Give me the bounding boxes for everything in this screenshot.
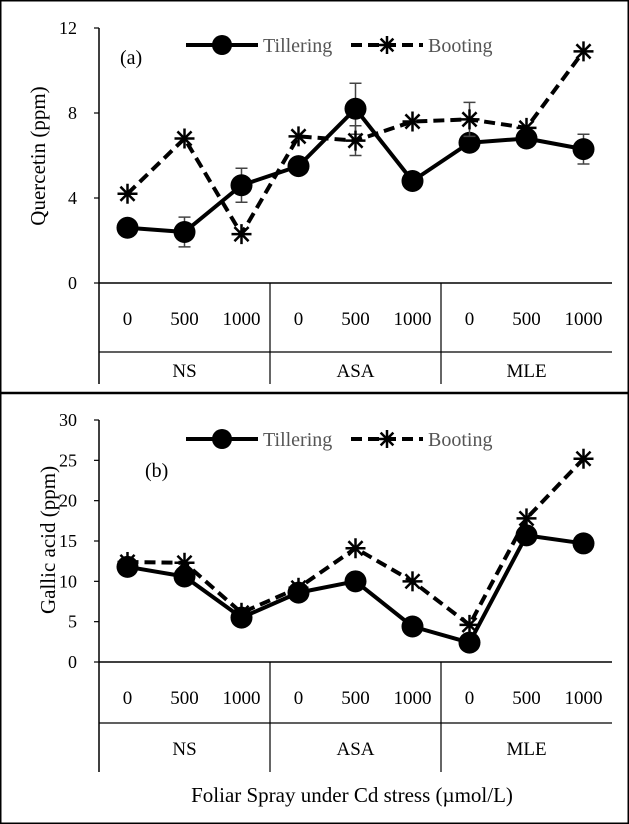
legend-marker <box>212 35 232 55</box>
data-point-booting <box>345 538 366 559</box>
panel-a-quercetin-chart: 0 4 8 12 Quercetin (ppm) 0 500 1000 0 500 1000 0 500… <box>26 18 612 384</box>
group-label: ASA <box>336 739 374 760</box>
data-point-booting <box>516 508 537 529</box>
data-point-booting <box>288 577 309 598</box>
y-tick-label: 30 <box>59 410 77 430</box>
legend-marker <box>378 36 396 54</box>
data-point-booting <box>174 128 195 149</box>
x-tick-label: 0 <box>123 688 133 709</box>
data-point-booting <box>231 602 252 623</box>
data-point-tillering <box>572 532 595 555</box>
data-point-booting <box>402 571 423 592</box>
data-point-booting <box>288 126 309 147</box>
data-point-booting <box>174 552 195 573</box>
data-point-tillering <box>116 216 139 239</box>
group-label: NS <box>172 739 196 760</box>
data-point-tillering <box>344 570 367 593</box>
data-point-booting <box>516 117 537 138</box>
y-tick-label: 10 <box>59 571 77 591</box>
x-tick-label: 500 <box>341 688 370 709</box>
data-point-booting <box>573 41 594 62</box>
x-tick-label: 0 <box>294 688 304 709</box>
data-point-tillering <box>230 174 253 197</box>
data-point-tillering <box>401 615 424 638</box>
y-tick-label: 20 <box>59 491 77 511</box>
x-tick-label: 1000 <box>565 688 603 709</box>
x-tick-label: 1000 <box>565 309 603 330</box>
legend-entry: Booting <box>428 35 492 57</box>
data-point-booting <box>117 183 138 204</box>
data-point-booting <box>573 448 594 469</box>
y-tick-label: 8 <box>68 103 77 123</box>
y-tick-label: 0 <box>68 273 77 293</box>
x-tick-label: 500 <box>512 688 541 709</box>
data-point-tillering <box>344 97 367 120</box>
panel-label: (a) <box>120 47 142 69</box>
x-axis-label: Foliar Spray under Cd stress (µmol/L) <box>191 783 513 807</box>
data-point-booting <box>459 109 480 130</box>
panel-label: (b) <box>145 460 168 482</box>
y-tick-label: 0 <box>68 652 77 672</box>
data-point-booting <box>231 224 252 245</box>
data-point-booting <box>117 551 138 572</box>
group-label: NS <box>172 361 196 382</box>
x-tick-label: 500 <box>512 309 541 330</box>
data-point-booting <box>459 614 480 635</box>
y-tick-label: 5 <box>68 612 77 632</box>
y-tick-label: 25 <box>59 450 77 470</box>
data-point-tillering <box>287 155 310 178</box>
x-tick-label: 500 <box>170 688 199 709</box>
y-tick-label: 4 <box>68 188 77 208</box>
data-point-tillering <box>458 131 481 154</box>
y-tick-label: 15 <box>59 531 77 551</box>
legend: Tillering Booting <box>186 429 492 451</box>
x-tick-label: 500 <box>341 309 370 330</box>
legend-entry: Tillering <box>263 35 332 57</box>
x-tick-label: 1000 <box>394 688 432 709</box>
data-point-tillering <box>401 170 424 192</box>
x-tick-label: 0 <box>465 309 475 330</box>
legend-entry: Booting <box>428 429 492 451</box>
group-label: MLE <box>506 361 546 382</box>
data-point-booting <box>402 111 423 132</box>
legend-marker <box>378 430 396 448</box>
y-axis-label: Gallic acid (ppm) <box>36 466 60 614</box>
group-label: ASA <box>336 361 374 382</box>
group-label: MLE <box>506 739 546 760</box>
legend-marker <box>212 429 232 449</box>
y-axis-label: Quercetin (ppm) <box>26 86 50 225</box>
x-tick-label: 0 <box>294 309 304 330</box>
legend: Tillering Booting <box>186 35 492 57</box>
legend-entry: Tillering <box>263 429 332 451</box>
x-tick-label: 1000 <box>223 309 261 330</box>
data-point-tillering <box>572 138 595 161</box>
x-tick-label: 0 <box>123 309 133 330</box>
y-tick-label: 12 <box>59 18 77 38</box>
panel-b-gallic-acid-chart: 0 5 10 15 20 25 30 Gallic acid (ppm) 0 500 1000 0 50… <box>36 410 612 772</box>
x-tick-label: 1000 <box>223 688 261 709</box>
x-tick-label: 500 <box>170 309 199 330</box>
data-point-tillering <box>458 631 481 654</box>
data-point-tillering <box>173 565 196 588</box>
x-tick-label: 0 <box>465 688 475 709</box>
data-point-booting <box>345 130 366 151</box>
x-tick-label: 1000 <box>394 309 432 330</box>
data-point-tillering <box>173 221 196 243</box>
